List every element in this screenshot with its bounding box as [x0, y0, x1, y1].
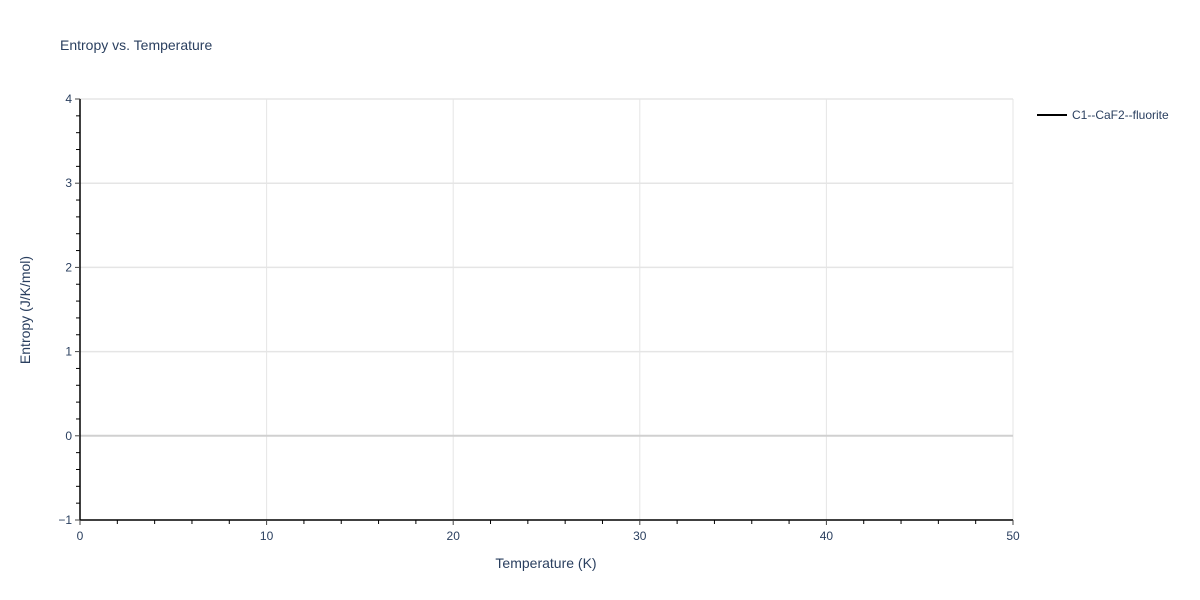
y-tick-label: 1: [65, 345, 72, 359]
y-axis-label: Entropy (J/K/mol): [17, 256, 33, 364]
y-tick-label: 4: [65, 92, 72, 106]
axes: 0 10 20 30 40 50 −1 0 1 2 3 4: [58, 92, 1020, 543]
x-tick-label: 50: [1006, 529, 1020, 543]
x-tick-label: 10: [260, 529, 274, 543]
legend-label: C1--CaF2--fluorite: [1072, 108, 1169, 122]
y-tick-label: 0: [65, 429, 72, 443]
x-tick-label: 40: [820, 529, 834, 543]
x-tick-label: 30: [633, 529, 647, 543]
x-tick-label: 0: [77, 529, 84, 543]
legend[interactable]: C1--CaF2--fluorite: [1037, 108, 1169, 122]
x-axis-label: Temperature (K): [495, 555, 596, 571]
y-tick-label: 3: [65, 176, 72, 190]
y-tick-label: 2: [65, 260, 72, 274]
chart-title: Entropy vs. Temperature: [60, 37, 212, 53]
x-tick-label: 20: [447, 529, 461, 543]
y-tick-label: −1: [58, 513, 72, 527]
grid: [80, 98, 1014, 520]
